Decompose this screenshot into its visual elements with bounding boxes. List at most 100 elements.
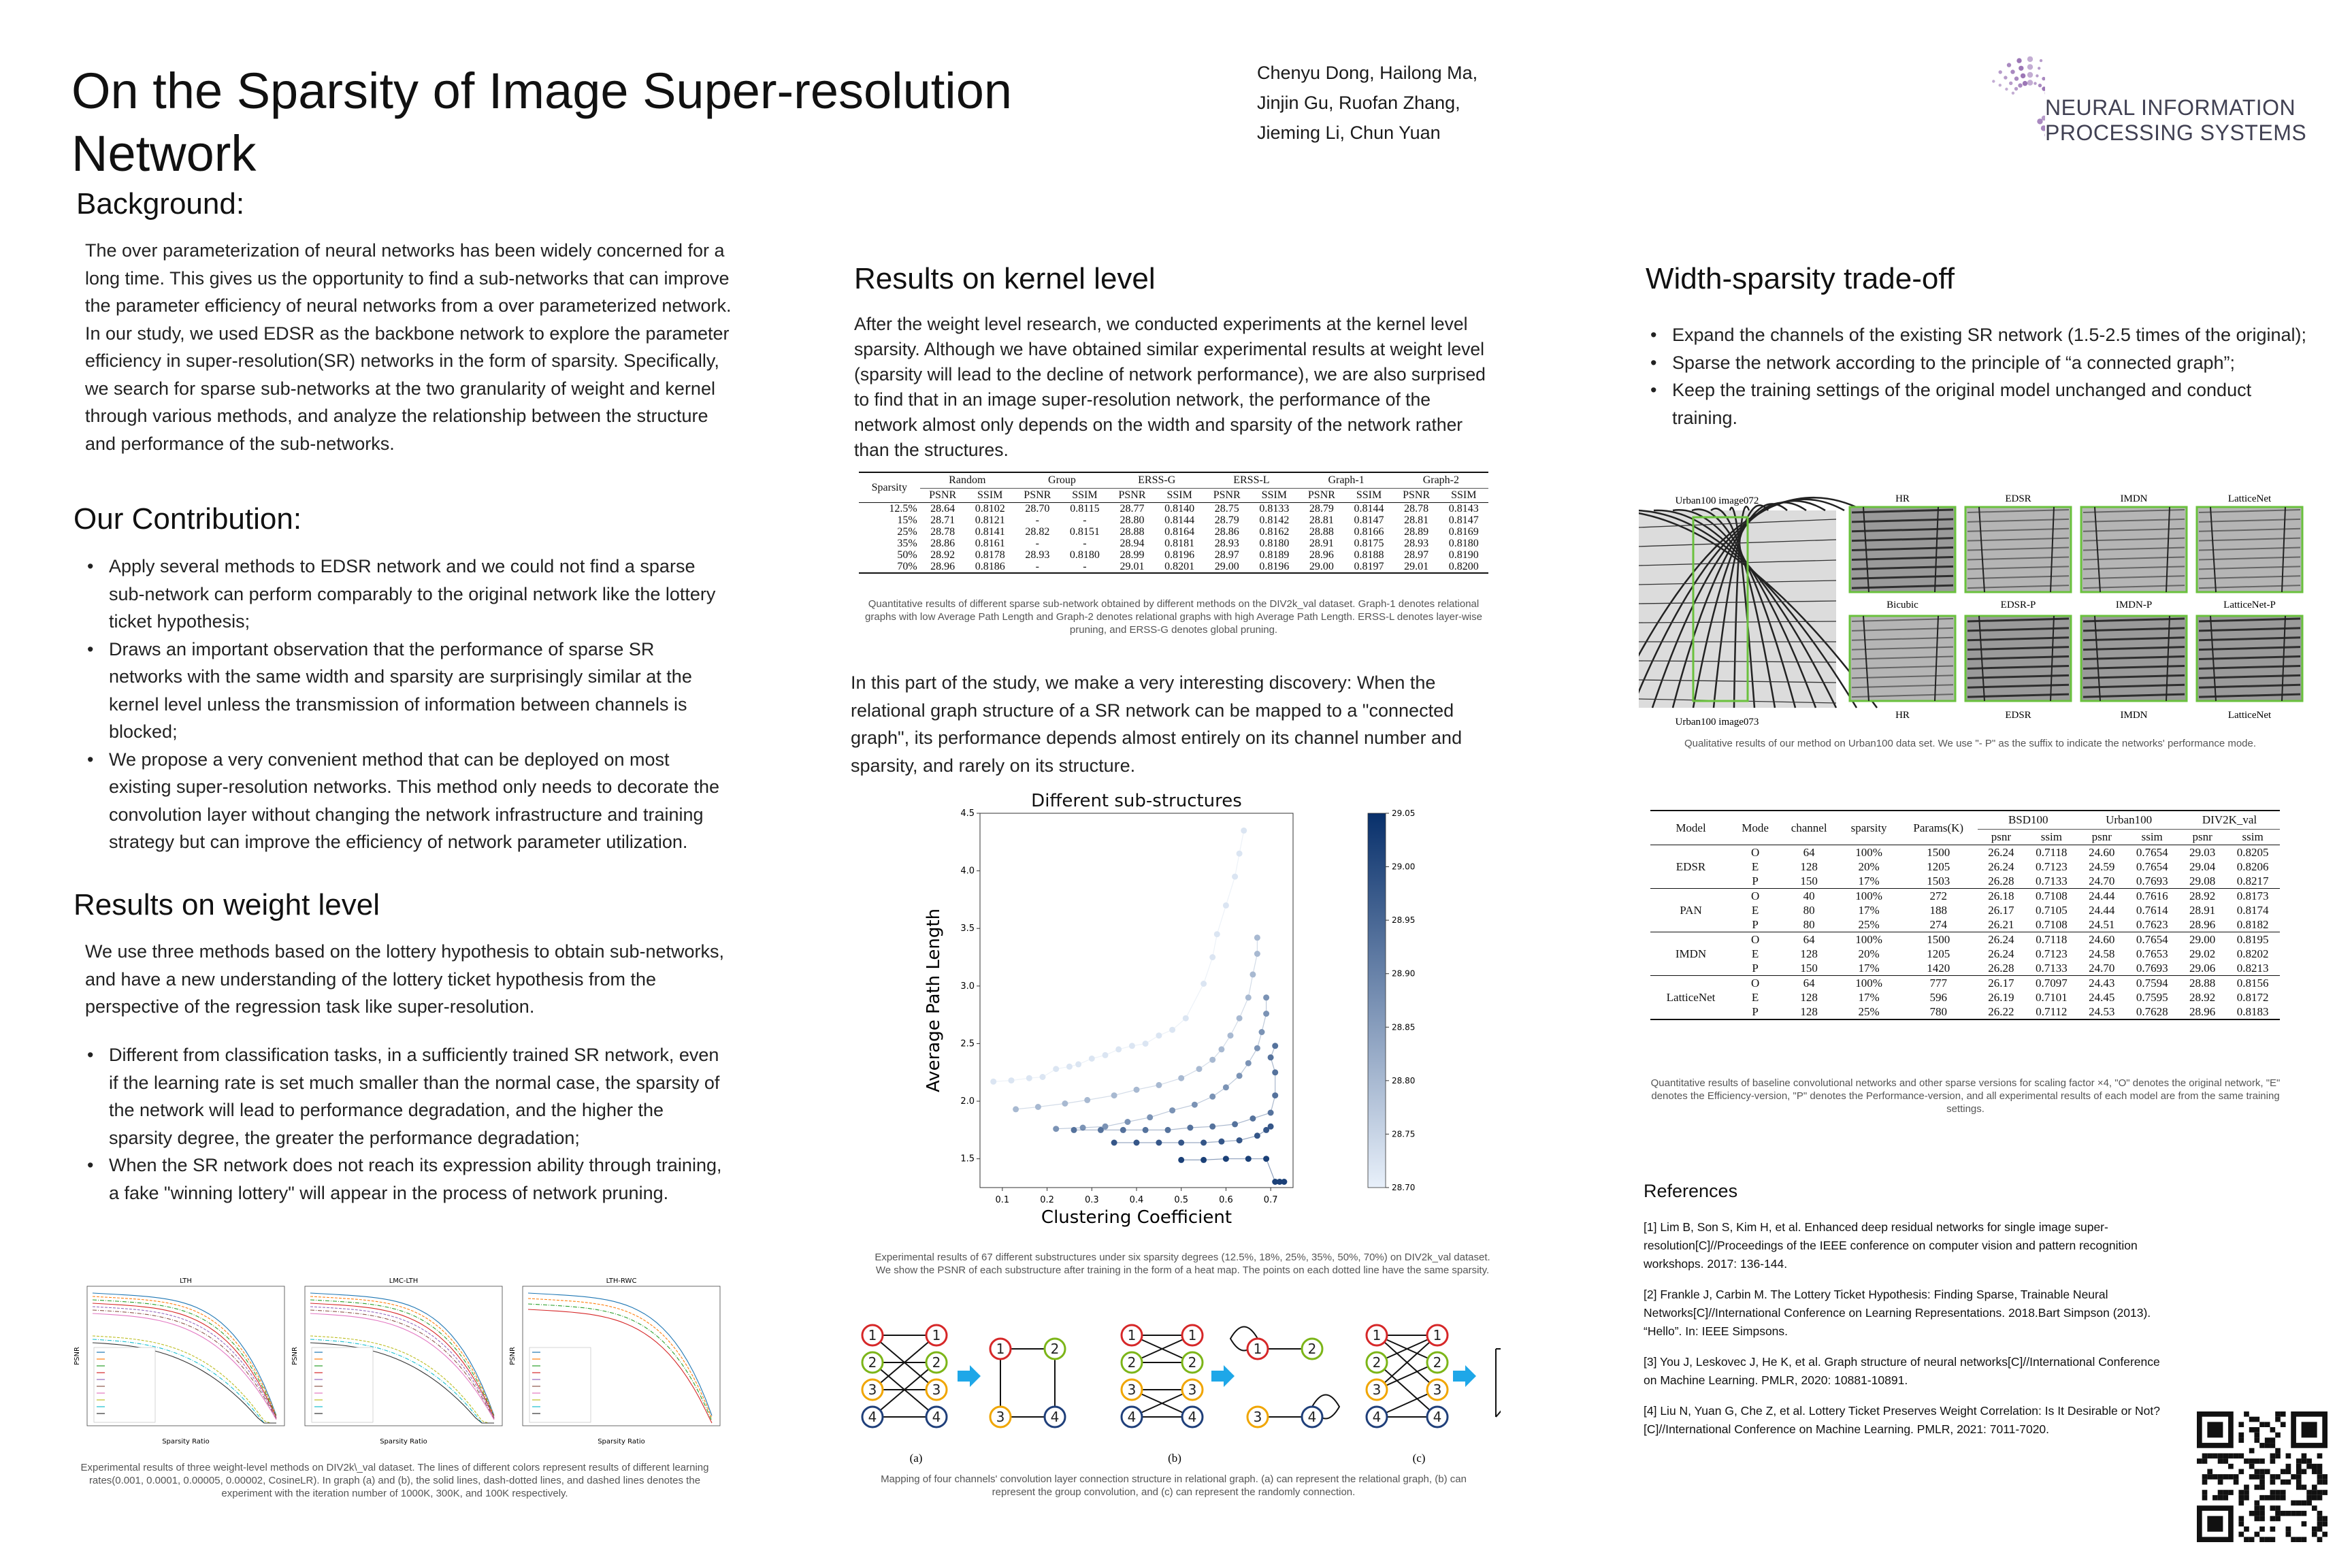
table-cell: 0.7118 xyxy=(2036,846,2068,859)
node-label: 3 xyxy=(996,1409,1005,1425)
qr-module xyxy=(2270,1474,2276,1480)
node-circle xyxy=(1120,1324,1143,1347)
qr-module xyxy=(2285,1479,2291,1485)
colorbar-tick-label: 28.70 xyxy=(1392,1183,1415,1192)
list-item: Keep the training settings of the origin… xyxy=(1637,376,2317,431)
legend-box xyxy=(311,1347,374,1423)
table-subheader: psnr xyxy=(1978,829,2025,845)
qr-module xyxy=(2228,1463,2234,1469)
qr-module xyxy=(2259,1474,2265,1480)
data-point xyxy=(1142,1126,1149,1133)
grid-line xyxy=(1638,600,1837,604)
qr-module xyxy=(2296,1474,2302,1480)
kernel-intro: After the weight level research, we cond… xyxy=(854,314,1486,460)
qr-module xyxy=(2270,1443,2276,1448)
data-point xyxy=(1026,1075,1032,1081)
data-point xyxy=(1232,1121,1239,1128)
node-label: 1 xyxy=(1128,1327,1137,1343)
x-tick-label: 0.3 xyxy=(1085,1195,1099,1205)
table-cell: 0.7133 xyxy=(2024,874,2079,889)
table-cell: - xyxy=(1060,561,1110,574)
qr-code-icon[interactable] xyxy=(2197,1411,2328,1542)
table-cell: 1503 xyxy=(1899,874,1978,889)
table-cell: 0.7105 xyxy=(2035,904,2068,917)
qr-module xyxy=(2291,1537,2296,1542)
chart-title: Different sub-structures xyxy=(1031,793,1242,811)
curve xyxy=(92,1296,277,1417)
qr-module xyxy=(2264,1494,2270,1501)
table-cell: 24.53 xyxy=(2078,1004,2125,1020)
qr-module xyxy=(2301,1500,2307,1506)
table-cell: 26.24 xyxy=(1988,933,2014,946)
model-name: EDSR xyxy=(1650,845,1732,889)
crop-line xyxy=(1851,574,1954,580)
qr-module xyxy=(2275,1448,2281,1454)
table-cell: 26.28 xyxy=(1978,874,2025,889)
table-cell: 1205 xyxy=(1927,947,1950,960)
poster-title: On the Sparsity of Image Super-resolutio… xyxy=(71,63,1013,182)
graph-edge xyxy=(872,1362,937,1418)
qr-module xyxy=(2285,1531,2291,1537)
table-subheader: psnr xyxy=(2179,829,2226,845)
curve xyxy=(310,1309,495,1420)
qr-module xyxy=(2306,1490,2312,1495)
data-point xyxy=(1276,1179,1283,1185)
crop-label: LatticeNet-P xyxy=(2223,600,2276,610)
qr-module xyxy=(2254,1505,2260,1511)
crop-line xyxy=(2281,506,2286,593)
qr-module xyxy=(2275,1411,2281,1417)
table-cell: 0.8190 xyxy=(1448,549,1479,561)
table-cell: 70% xyxy=(859,561,920,574)
curve xyxy=(527,1298,713,1419)
qr-module xyxy=(2275,1494,2281,1501)
table-cell: 24.51 xyxy=(2078,917,2125,932)
data-point xyxy=(1133,1139,1140,1146)
table-cell: 0.8143 xyxy=(1448,503,1479,514)
qr-module xyxy=(2275,1505,2281,1511)
data-point xyxy=(1053,1126,1060,1132)
data-point xyxy=(1263,994,1270,1001)
table-cell: 0.7693 xyxy=(2125,961,2180,976)
crop-image xyxy=(2080,615,2188,702)
table-cell: 0.7123 xyxy=(2035,947,2068,960)
table-header: Params(K) xyxy=(1899,810,1978,845)
qr-code[interactable] xyxy=(2197,1411,2328,1542)
curve xyxy=(310,1296,495,1417)
crop-label: LatticeNet xyxy=(2228,493,2272,504)
graph-edge xyxy=(1376,1335,1438,1390)
node-label: 2 xyxy=(1433,1354,1442,1371)
node-label: 2 xyxy=(868,1354,877,1371)
qr-module xyxy=(2238,1531,2244,1537)
node-label: 1 xyxy=(1188,1327,1197,1343)
curve xyxy=(310,1306,495,1419)
qr-module xyxy=(2296,1458,2302,1464)
qr-module xyxy=(2270,1494,2276,1501)
author-line: Chenyu Dong, Hailong Ma, xyxy=(1257,63,1478,83)
curve xyxy=(310,1342,494,1424)
data-point xyxy=(1097,1126,1104,1133)
y-tick-label: 4.5 xyxy=(960,808,975,819)
node-label: 4 xyxy=(932,1409,941,1425)
table-cell: 26.24 xyxy=(1988,947,2014,960)
table-cell: 0.8140 xyxy=(1164,503,1195,514)
logo-dot xyxy=(2027,64,2034,70)
crop-line xyxy=(1934,615,1939,702)
curve xyxy=(527,1309,713,1424)
table-header: BSD100 xyxy=(1978,810,2079,830)
data-point xyxy=(1088,1056,1095,1062)
data-point xyxy=(1236,1015,1243,1022)
graph-node: 3 xyxy=(1246,1405,1269,1428)
weight-caption: Experimental results of three weight-lev… xyxy=(80,1462,709,1499)
qr-module xyxy=(2212,1453,2218,1459)
graph-node: 4 xyxy=(1426,1405,1449,1428)
kernel-discovery: In this part of the study, we make a ver… xyxy=(851,672,1463,776)
table-cell: 0.8200 xyxy=(1439,561,1488,574)
data-point xyxy=(1200,981,1207,987)
node-label: 4 xyxy=(1433,1409,1442,1425)
qr-module xyxy=(2254,1531,2260,1537)
y-tick-label: 4.0 xyxy=(960,866,975,877)
qr-module xyxy=(2259,1516,2265,1522)
list-item: Expand the channels of the existing SR n… xyxy=(1637,321,2317,349)
table-cell: 1500 xyxy=(1927,933,1950,946)
graph-node: 3 xyxy=(989,1405,1012,1428)
